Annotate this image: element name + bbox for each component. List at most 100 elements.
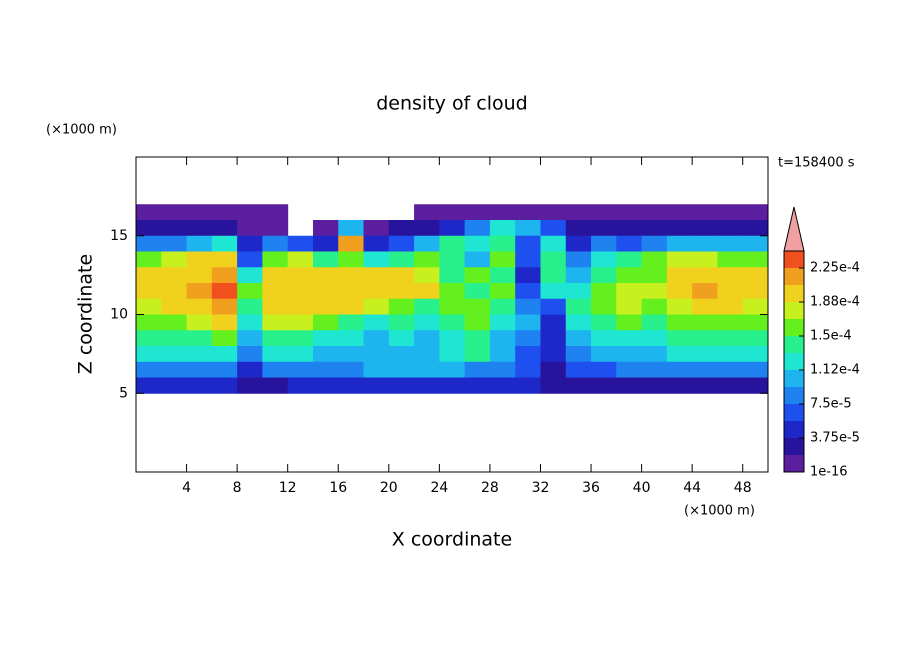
contour-cell	[742, 298, 769, 315]
contour-cell	[237, 251, 263, 268]
contour-cell	[262, 361, 289, 378]
contour-cell	[692, 251, 718, 268]
contour-cell	[464, 314, 491, 331]
colorbar-band	[784, 336, 804, 353]
contour-cell	[565, 220, 592, 237]
contour-cell	[591, 251, 617, 268]
contour-cell	[540, 251, 567, 268]
contour-field	[136, 204, 769, 394]
contour-cell	[641, 267, 668, 284]
contour-cell	[161, 298, 188, 315]
contour-cell	[666, 220, 693, 237]
contour-cell	[439, 314, 466, 331]
contour-cell	[616, 346, 643, 363]
contour-cell	[540, 361, 567, 378]
contour-cell	[363, 283, 390, 300]
contour-cell	[136, 283, 162, 300]
contour-cell	[717, 298, 744, 315]
contour-cell	[439, 361, 466, 378]
y-tick-label: 15	[110, 228, 128, 244]
contour-cell	[742, 330, 769, 347]
contour-cell	[388, 298, 415, 315]
contour-cell	[136, 346, 162, 363]
contour-cell	[515, 267, 541, 284]
contour-cell	[363, 330, 390, 347]
contour-cell	[565, 330, 592, 347]
contour-cell	[414, 330, 440, 347]
contour-cell	[489, 220, 516, 237]
contour-cell	[515, 361, 541, 378]
contour-cell	[262, 314, 289, 331]
contour-cell	[540, 283, 567, 300]
contour-cell	[262, 204, 289, 221]
contour-cell	[211, 330, 238, 347]
contour-cell	[161, 377, 188, 394]
contour-cell	[666, 204, 693, 221]
contour-cell	[388, 267, 415, 284]
contour-cell	[237, 361, 263, 378]
contour-cell	[414, 361, 440, 378]
contour-cell	[338, 220, 365, 237]
contour-cell	[211, 314, 238, 331]
contour-cell	[161, 267, 188, 284]
contour-cell	[363, 235, 390, 252]
contour-cell	[692, 361, 718, 378]
y-axis-label: Z coordinate	[75, 254, 97, 374]
contour-cell	[742, 314, 769, 331]
contour-cell	[717, 220, 744, 237]
contour-cell	[489, 377, 516, 394]
contour-cell	[591, 361, 617, 378]
x-tick-label: 40	[633, 480, 651, 496]
contour-cell	[591, 204, 617, 221]
contour-cell	[262, 346, 289, 363]
contour-cell	[363, 251, 390, 268]
contour-cell	[136, 361, 162, 378]
contour-cell	[338, 298, 365, 315]
contour-cell	[439, 267, 466, 284]
contour-cell	[161, 235, 188, 252]
chart-title: density of cloud	[376, 93, 528, 115]
contour-cell	[186, 204, 213, 221]
contour-cell	[464, 267, 491, 284]
contour-cell	[262, 330, 289, 347]
contour-cell	[717, 361, 744, 378]
contour-cell	[287, 346, 314, 363]
contour-cell	[464, 361, 491, 378]
contour-cell	[186, 377, 213, 394]
contour-cell	[515, 283, 541, 300]
contour-cell	[666, 235, 693, 252]
colorbar-tick-label: 2.25e-4	[810, 261, 860, 276]
contour-cell	[237, 235, 263, 252]
contour-cell	[211, 204, 238, 221]
colorbar-band	[784, 370, 804, 387]
contour-cell	[464, 235, 491, 252]
y-tick-label: 10	[110, 307, 128, 323]
contour-cell	[414, 298, 440, 315]
contour-cell	[338, 267, 365, 284]
contour-cell	[540, 330, 567, 347]
contour-cell	[717, 346, 744, 363]
contour-cell	[211, 298, 238, 315]
contour-cell	[262, 235, 289, 252]
contour-cell	[312, 235, 339, 252]
contour-cell	[742, 220, 769, 237]
contour-cell	[136, 377, 162, 394]
contour-cell	[540, 377, 567, 394]
colorbar-band	[784, 319, 804, 336]
contour-cell	[692, 298, 718, 315]
contour-cell	[692, 235, 718, 252]
contour-cell	[338, 377, 365, 394]
contour-cell	[161, 330, 188, 347]
contour-cell	[287, 361, 314, 378]
contour-cell	[363, 267, 390, 284]
colorbar-band	[784, 421, 804, 438]
contour-cell	[489, 298, 516, 315]
contour-cell	[464, 330, 491, 347]
contour-cell	[136, 314, 162, 331]
contour-cell	[742, 204, 769, 221]
contour-cell	[287, 283, 314, 300]
contour-cell	[692, 220, 718, 237]
contour-cell	[489, 267, 516, 284]
contour-cell	[666, 346, 693, 363]
contour-cell	[211, 235, 238, 252]
